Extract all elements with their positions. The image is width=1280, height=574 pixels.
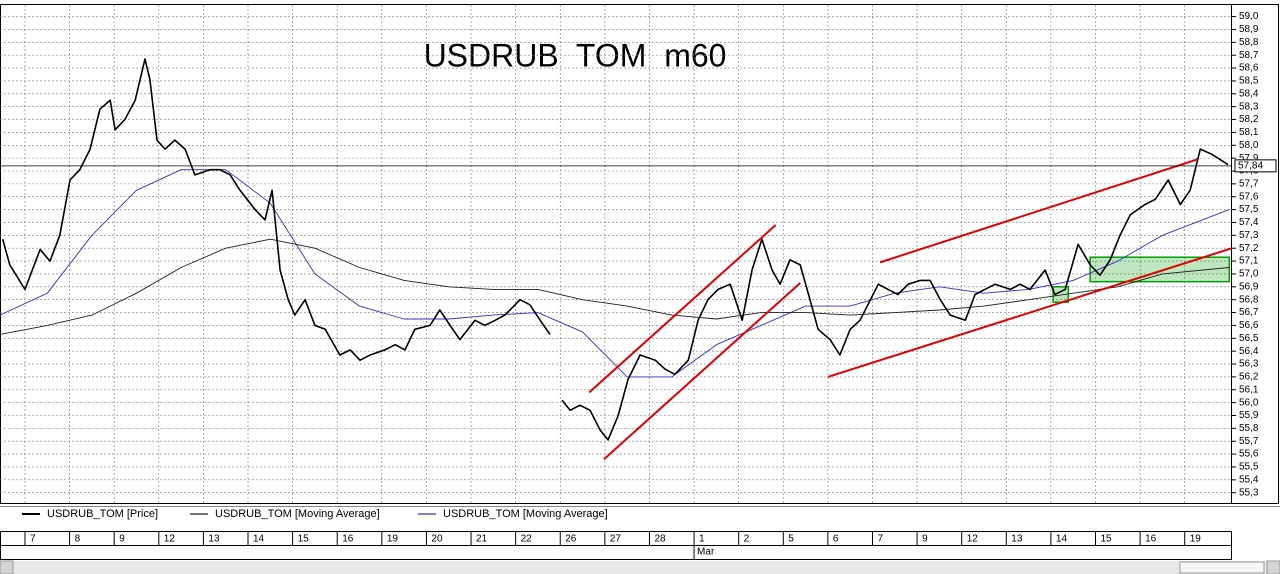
y-tick-label: 59,0: [1239, 11, 1259, 22]
series-line: [1, 58, 551, 362]
y-tick-label: 55,5: [1239, 462, 1259, 473]
trendline: [879, 158, 1198, 264]
month-label: Mar: [697, 547, 715, 558]
y-tick-label: 56,6: [1239, 320, 1259, 331]
y-tick-label: 58,8: [1239, 37, 1259, 48]
x-tick-label: 13: [1011, 534, 1023, 545]
y-tick-label: 55,3: [1239, 487, 1259, 498]
x-tick-label: 15: [1101, 534, 1113, 545]
y-tick-label: 57,4: [1239, 217, 1259, 228]
x-tick-label: 28: [654, 534, 666, 545]
y-tick-label: 56,1: [1239, 384, 1259, 395]
y-tick-label: 58,3: [1239, 101, 1259, 112]
y-tick-label: 56,5: [1239, 333, 1259, 344]
y-tick-label: 55,9: [1239, 410, 1259, 421]
x-tick-label: 9: [119, 534, 125, 545]
y-tick-label: 55,8: [1239, 423, 1259, 434]
y-tick-label: 57,5: [1239, 204, 1259, 215]
legend-label: USDRUB_TOM [Moving Average]: [443, 508, 608, 520]
y-tick-label: 58,6: [1239, 63, 1259, 74]
x-tick-label: 6: [833, 534, 839, 545]
scroll-left[interactable]: [0, 560, 14, 574]
x-tick-label: 22: [521, 534, 533, 545]
x-tick-label: 13: [208, 534, 220, 545]
x-tick-label: 1: [699, 534, 705, 545]
scroll-right[interactable]: [1266, 560, 1280, 574]
trendline: [588, 224, 777, 394]
y-tick-label: 56,0: [1239, 397, 1259, 408]
x-tick-label: 26: [565, 534, 577, 545]
chart-title: USDRUB TOM m60: [424, 37, 727, 73]
y-tick-label: 56,7: [1239, 307, 1259, 318]
y-tick-label: 57,2: [1239, 243, 1259, 254]
y-tick-label: 56,4: [1239, 346, 1259, 357]
y-tick-label: 56,8: [1239, 294, 1259, 305]
x-tick-label: 27: [610, 534, 622, 545]
x-tick-label: 8: [75, 534, 81, 545]
y-tick-label: 56,9: [1239, 281, 1259, 292]
y-tick-label: 58,7: [1239, 50, 1259, 61]
trendline: [827, 247, 1233, 378]
x-tick-label: 12: [164, 534, 176, 545]
x-tick-label: 14: [1056, 534, 1068, 545]
y-tick-label: 58,1: [1239, 127, 1259, 138]
legend-label: USDRUB_TOM [Moving Average]: [215, 508, 380, 520]
y-tick-label: 57,1: [1239, 256, 1259, 267]
series-line: [0, 169, 1230, 378]
trendline: [603, 282, 801, 460]
x-tick-label: 19: [1190, 534, 1202, 545]
y-tick-label: 58,2: [1239, 114, 1259, 125]
x-tick-label: 19: [387, 534, 399, 545]
y-tick-label: 57,7: [1239, 179, 1259, 190]
x-tick-label: 12: [967, 534, 979, 545]
y-tick-label: 57,3: [1239, 230, 1259, 241]
y-tick-label: 57,6: [1239, 191, 1259, 202]
x-tick-label: 14: [253, 534, 265, 545]
y-tick-label: 56,3: [1239, 359, 1259, 370]
x-tick-label: 15: [298, 534, 310, 545]
y-tick-label: 58,9: [1239, 24, 1259, 35]
x-tick-label: 16: [1145, 534, 1157, 545]
x-tick-label: 9: [922, 534, 928, 545]
y-tick-label: 56,2: [1239, 372, 1259, 383]
last-price-box: [1234, 159, 1277, 173]
scroll-thumb[interactable]: [1179, 561, 1265, 574]
y-tick-label: 58,0: [1239, 140, 1259, 151]
legend-label: USDRUB_TOM [Price]: [47, 508, 158, 520]
x-tick-label: 16: [342, 534, 354, 545]
y-tick-label: 55,6: [1239, 449, 1259, 460]
y-tick-label: 58,5: [1239, 76, 1259, 87]
y-tick-label: 55,7: [1239, 436, 1259, 447]
y-tick-label: 55,4: [1239, 474, 1259, 485]
y-tick-label: 57,9: [1239, 153, 1259, 164]
x-tick-label: 7: [30, 534, 36, 545]
scrollbar[interactable]: [0, 561, 1280, 574]
x-tick-label: 7: [877, 534, 883, 545]
y-axis-frame: [1231, 4, 1279, 504]
series-line: [0, 238, 1230, 335]
series-line: [561, 148, 1229, 441]
x-tick-label: 21: [476, 534, 488, 545]
x-tick-label: 20: [431, 534, 443, 545]
x-tick-label: 2: [744, 534, 750, 545]
last-price-label: 57,84: [1238, 160, 1263, 171]
y-tick-label: 57,0: [1239, 269, 1259, 280]
y-tick-label: 58,4: [1239, 88, 1259, 99]
x-tick-label: 5: [788, 534, 794, 545]
